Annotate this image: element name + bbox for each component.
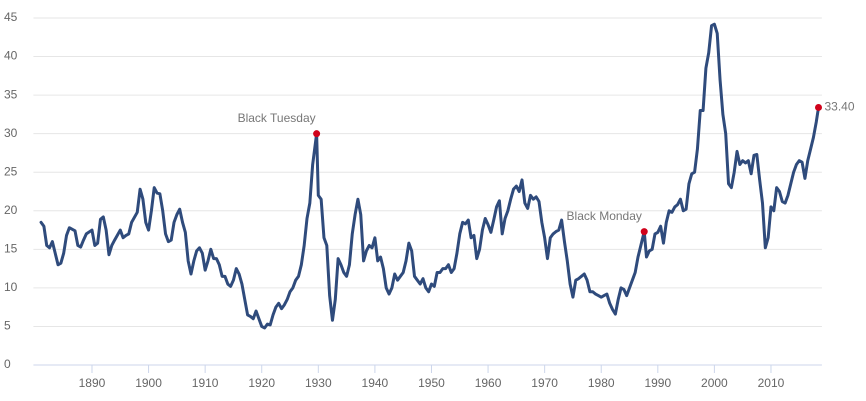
annotation-label: Black Tuesday bbox=[238, 111, 316, 125]
x-tick-label: 1950 bbox=[418, 376, 445, 390]
x-tick-label: 2010 bbox=[758, 376, 785, 390]
x-tick-label: 1990 bbox=[644, 376, 671, 390]
annotation-label: Black Monday bbox=[567, 209, 642, 223]
y-tick-label: 35 bbox=[4, 87, 18, 101]
y-tick-label: 5 bbox=[4, 319, 11, 333]
y-tick-label: 40 bbox=[4, 49, 18, 63]
y-tick-label: 30 bbox=[4, 126, 18, 140]
x-tick-label: 1980 bbox=[588, 376, 615, 390]
y-tick-label: 20 bbox=[4, 203, 18, 217]
x-tick-label: 1890 bbox=[79, 376, 106, 390]
x-tick-label: 1920 bbox=[248, 376, 275, 390]
x-tick-label: 1940 bbox=[362, 376, 389, 390]
y-tick-label: 10 bbox=[4, 280, 18, 294]
data-line bbox=[39, 22, 821, 330]
annotation-marker bbox=[815, 103, 823, 111]
x-tick-label: 2000 bbox=[701, 376, 728, 390]
annotation-label: 33.40 bbox=[825, 100, 855, 114]
x-tick-label: 1900 bbox=[135, 376, 162, 390]
y-tick-label: 45 bbox=[4, 10, 18, 24]
y-tick-label: 0 bbox=[4, 357, 11, 371]
y-tick-label: 25 bbox=[4, 164, 18, 178]
annotation-marker bbox=[640, 228, 648, 236]
y-tick-label: 15 bbox=[4, 242, 18, 256]
x-tick-label: 1970 bbox=[531, 376, 558, 390]
x-tick-label: 1910 bbox=[192, 376, 219, 390]
annotation-marker bbox=[313, 130, 321, 138]
x-tick-label: 1960 bbox=[475, 376, 502, 390]
x-tick-label: 1930 bbox=[305, 376, 332, 390]
